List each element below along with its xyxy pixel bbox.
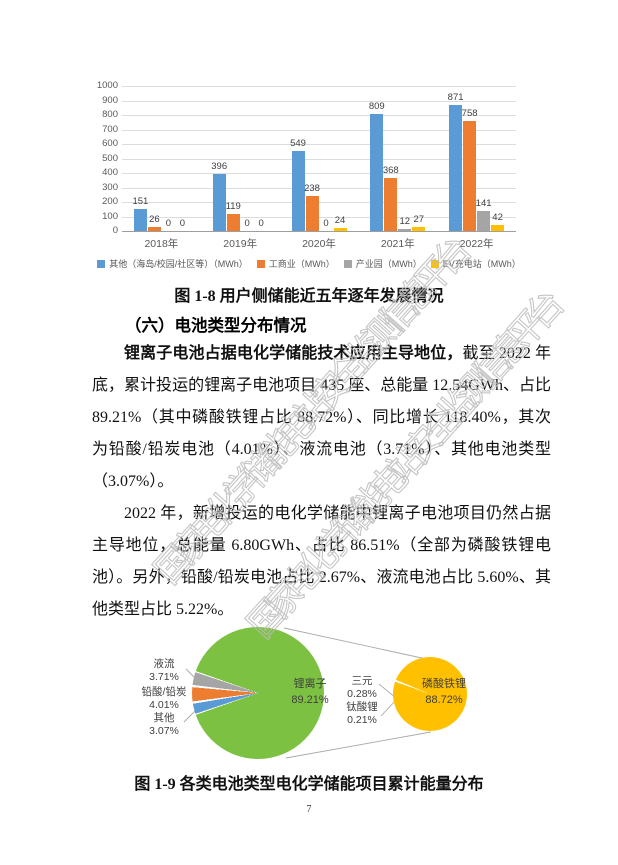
gridline-1000	[122, 86, 516, 87]
legend-label: 产业园（MWh）	[355, 259, 422, 269]
bar-2021年-series-1	[384, 177, 398, 231]
legend-item-1: 工商业（MWh）	[256, 257, 335, 270]
bar-value-label: 26	[149, 214, 160, 226]
legend-label: EV充电站（MWh）	[442, 259, 521, 269]
y-axis-label: 600	[102, 138, 118, 149]
label-other: 其他 3.07%	[149, 712, 179, 737]
label-lead-acid: 铅酸/铅炭 4.01%	[141, 686, 187, 711]
bar-2021年-series-3	[412, 227, 426, 231]
bar-chart: 0 100 200 300 400 500 600 700 800 900 1000 2018年 151…	[96, 80, 520, 252]
paragraph-2: 2022 年，新增投运的电化学储能中锂离子电池项目仍然占据主导地位，总能量 6.…	[92, 505, 551, 618]
body-text: 锂离子电池占据电化学储能技术应用主导地位，截至 2022 年底，累计投运的锂离子…	[92, 338, 551, 626]
pie-connector-bottom	[285, 731, 432, 759]
x-axis-label: 2021年	[380, 238, 415, 250]
bar-2021年-series-2	[398, 229, 412, 231]
bar-value-label: 758	[461, 108, 478, 120]
x-axis-line	[122, 231, 516, 232]
legend-swatch	[256, 259, 265, 268]
legend-swatch	[430, 259, 439, 268]
gridline-500	[122, 158, 516, 160]
paragraph-1-bold-lead: 锂离子电池占据电化学储能技术应用主导地位，	[124, 345, 463, 362]
bar-2020年-series-3	[333, 227, 347, 231]
legend-item-0: 其他（海岛/校园/社区等）（MWh）	[97, 257, 248, 270]
label-lfp: 磷酸铁锂 88.72%	[422, 678, 466, 706]
legend-label: 其他（海岛/校园/社区等）（MWh）	[109, 259, 248, 269]
bar-2022年-series-3	[491, 224, 505, 231]
gridline-700	[122, 129, 516, 131]
bar-2019年-series-0	[212, 173, 226, 231]
bar-value-label: 368	[382, 164, 399, 176]
y-axis-label: 900	[102, 94, 118, 106]
bar-2022年-series-1	[463, 121, 477, 231]
label-liquid-flow: 液流 3.71%	[149, 658, 179, 683]
y-axis-label: 1000	[96, 80, 118, 91]
gridline-600	[122, 144, 516, 145]
leader-other	[183, 710, 196, 723]
bar-value-label: 809	[368, 100, 385, 112]
y-axis-label: 800	[102, 109, 118, 120]
bar-value-label: 42	[492, 211, 503, 223]
figure-1-9-caption: 图 1-9 各类电池类型电化学储能项目累计能量分布	[134, 776, 484, 793]
figure-1-8-caption: 图 1-8 用户侧储能近五年逐年发展情况	[174, 288, 444, 305]
bar-value-label: 151	[132, 196, 149, 208]
y-axis-label: 400	[102, 167, 118, 178]
pie-connector-top	[283, 627, 432, 661]
y-axis-label: 100	[102, 210, 118, 222]
page-number: 7	[306, 804, 312, 815]
bar-value-label: 0	[244, 218, 250, 229]
bar-value-label: 24	[334, 214, 346, 226]
bar-value-label: 0	[165, 218, 172, 229]
paragraph-1: 锂离子电池占据电化学储能技术应用主导地位，截至 2022 年底，累计投运的锂离子…	[92, 338, 551, 498]
bar-value-label: 12	[399, 216, 411, 228]
legend-label: 工商业（MWh）	[268, 259, 335, 269]
gridline-400	[122, 173, 516, 174]
bar-2020年-series-1	[305, 196, 319, 231]
x-axis-label: 2020年	[302, 238, 336, 250]
secondary-pie	[393, 657, 467, 731]
main-pie	[192, 627, 324, 759]
bar-2020年-series-0	[291, 151, 305, 231]
paragraph-1-rest: 截至 2022 年底，累计投运的锂离子电池项目 435 座、总能量 12.54G…	[92, 345, 551, 490]
bar-2022年-series-0	[449, 104, 463, 231]
bar-2018年-series-1	[147, 227, 161, 231]
y-axis-label: 0	[112, 225, 118, 236]
gridline-200	[122, 202, 516, 203]
bar-value-label: 549	[290, 138, 306, 150]
bar-2022年-series-2	[477, 210, 491, 231]
bar-value-label: 238	[304, 183, 320, 195]
legend-item-3: EV充电站（MWh）	[430, 257, 521, 270]
bar-value-label: 871	[447, 91, 464, 103]
x-axis-label: 2018年	[144, 238, 179, 250]
x-axis-label: 2019年	[223, 238, 258, 250]
label-ternary: 三元 0.28%	[347, 675, 377, 700]
legend-swatch	[343, 259, 352, 268]
y-axis-label: 500	[102, 152, 118, 164]
bar-chart-legend: 其他（海岛/校园/社区等）（MWh） 工商业（MWh） 产业园（MWh） EV充电站（…	[0, 257, 618, 270]
label-lithium-ion: 锂离子 89.21%	[291, 678, 329, 706]
legend-item-2: 产业园（MWh）	[343, 257, 422, 270]
bar-value-label: 0	[258, 218, 264, 229]
pie-figure: 液流 3.71% 铅酸/铅炭 4.01% 其他 3.07% 锂离子 89.21%…	[0, 612, 618, 774]
y-axis-label: 300	[102, 181, 118, 193]
label-titanate: 钛酸锂 0.21%	[346, 701, 378, 726]
bar-value-label: 141	[475, 197, 492, 209]
bar-2021年-series-0	[370, 113, 384, 231]
section-heading: （六）电池类型分布情况	[125, 317, 307, 335]
bar-value-label: 0	[179, 218, 186, 229]
bar-2018年-series-0	[133, 209, 147, 231]
legend-swatch	[97, 259, 106, 268]
y-axis-label: 200	[102, 196, 118, 207]
gridline-800	[122, 115, 516, 116]
gridline-300	[122, 187, 516, 189]
bar-value-label: 27	[413, 214, 425, 226]
bar-2019年-series-1	[226, 213, 240, 231]
bar-value-label: 119	[225, 200, 241, 212]
bar-value-label: 0	[323, 218, 329, 229]
bar-value-label: 396	[211, 160, 228, 172]
y-axis-label: 700	[102, 123, 118, 135]
gridline-100	[122, 216, 516, 218]
x-axis-label: 2022年	[459, 238, 494, 250]
gridline-900	[122, 100, 516, 102]
